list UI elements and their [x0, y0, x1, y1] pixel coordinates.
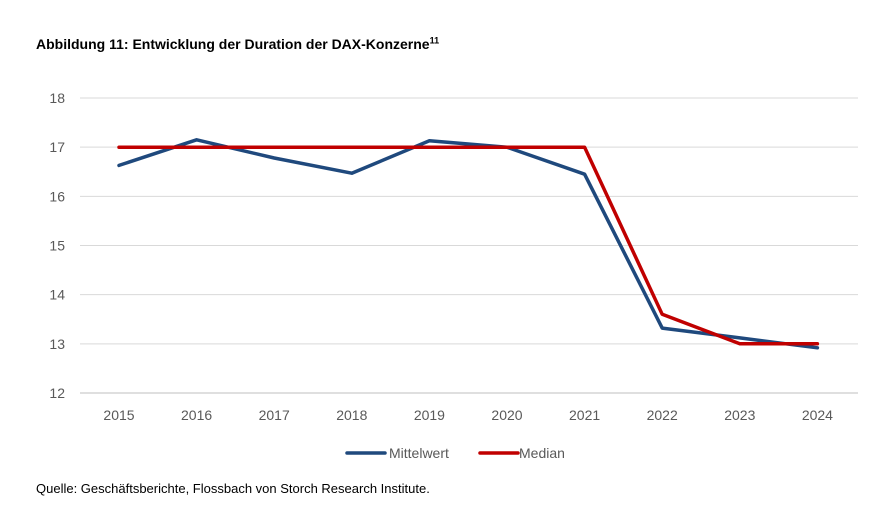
series-line-mittelwert: [117, 138, 820, 350]
y-tick-label: 14: [49, 287, 65, 303]
x-tick-label: 2022: [647, 407, 678, 423]
grid-layer: [80, 97, 858, 394]
y-tick-label: 17: [49, 139, 65, 155]
title-footnote: 11: [429, 35, 440, 46]
y-tick-label: 16: [49, 188, 65, 204]
x-tick-label: 2020: [491, 407, 522, 423]
x-tick-label: 2021: [569, 407, 600, 423]
x-tick-label: 2019: [414, 407, 445, 423]
series-line-median: [117, 145, 820, 346]
x-tick-label: 2023: [724, 407, 755, 423]
legend-label-median: Median: [519, 445, 565, 461]
x-tick-label: 2024: [802, 407, 833, 423]
chart-title-text: Abbildung 11: Entwicklung der Duration d…: [36, 36, 430, 52]
chart-title: Abbildung 11: Entwicklung der Duration d…: [36, 36, 439, 52]
x-axis-ticks: 2015 2016 2017 2018 2019 2020 2021 2022 2023 2024: [103, 407, 833, 423]
x-tick-label: 2016: [181, 407, 212, 423]
y-tick-label: 15: [49, 238, 65, 254]
x-tick-label: 2015: [103, 407, 134, 423]
y-tick-label: 12: [49, 385, 65, 401]
legend-label-mittelwert: Mittelwert: [389, 445, 449, 461]
legend: Mittelwert Median: [345, 445, 565, 461]
source-note: Quelle: Geschäftsberichte, Flossbach von…: [36, 481, 430, 496]
y-axis-ticks: 12 13 14 15 16 17 18: [49, 90, 65, 401]
y-tick-label: 18: [49, 90, 65, 106]
series-layer: [117, 138, 820, 350]
x-tick-label: 2018: [336, 407, 367, 423]
x-tick-label: 2017: [259, 407, 290, 423]
y-tick-label: 13: [49, 336, 65, 352]
